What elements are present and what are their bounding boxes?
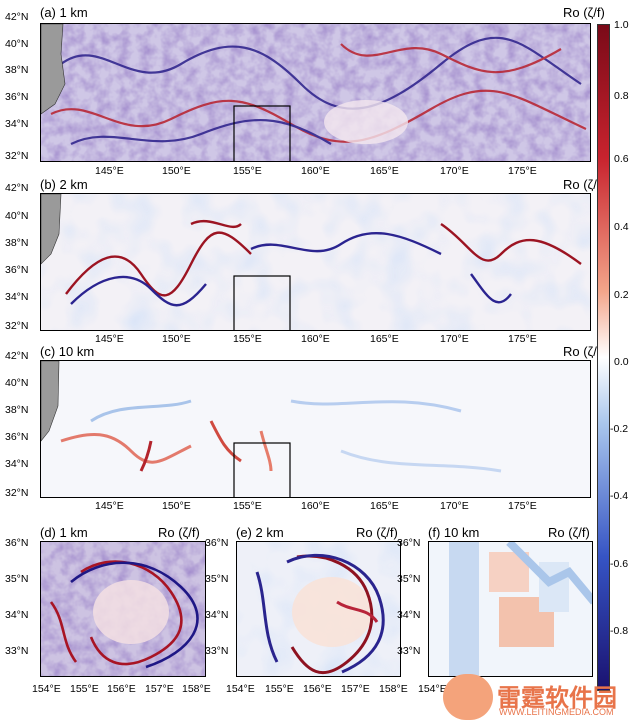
axis-tick-label: 35°N <box>397 573 421 585</box>
axis-tick-label: 154°E <box>32 683 61 695</box>
vorticity-field-1km <box>41 24 590 161</box>
axis-tick-label: 145°E <box>95 165 124 177</box>
panel-f-label: (f) 10 km <box>428 525 480 540</box>
axis-tick-label: 156°E <box>107 683 136 695</box>
axis-tick-label: 150°E <box>162 333 191 345</box>
axis-tick-label: 155°E <box>233 333 262 345</box>
axis-tick-label: 35°N <box>5 573 29 585</box>
vorticity-field-2km <box>41 194 590 330</box>
zoom-map-1km <box>40 541 206 677</box>
axis-tick-label: 35°N <box>205 573 229 585</box>
axis-tick-label: 40°N <box>5 38 29 50</box>
colorbar-tick: 0.0 <box>614 356 629 368</box>
panel-a-variable: Ro (ζ/f) <box>563 5 605 20</box>
panel-d-label: (d) 1 km <box>40 525 88 540</box>
axis-tick-label: 40°N <box>5 210 29 222</box>
axis-tick-label: 36°N <box>5 431 29 443</box>
panel-c-label: (c) 10 km <box>40 344 95 359</box>
axis-tick-label: 38°N <box>5 237 29 249</box>
axis-tick-label: 145°E <box>95 500 124 512</box>
axis-tick-label: 170°E <box>440 500 469 512</box>
axis-tick-label: 154°E <box>418 683 447 695</box>
axis-tick-label: 34°N <box>205 609 229 621</box>
axis-tick-label: 32°N <box>5 487 29 499</box>
axis-tick-label: 36°N <box>5 264 29 276</box>
colorbar-gradient <box>597 24 610 691</box>
axis-tick-label: 155°E <box>233 500 262 512</box>
vorticity-field-10km <box>41 361 590 497</box>
panel-b-label: (b) 2 km <box>40 177 88 192</box>
axis-tick-label: 154°E <box>226 683 255 695</box>
axis-tick-label: 145°E <box>95 333 124 345</box>
map-10km <box>40 360 591 498</box>
map-2km <box>40 193 591 331</box>
panel-d-variable: Ro (ζ/f) <box>158 525 200 540</box>
axis-tick-label: 165°E <box>370 333 399 345</box>
map-1km <box>40 23 591 162</box>
axis-tick-label: 157°E <box>341 683 370 695</box>
axis-tick-label: 34°N <box>397 609 421 621</box>
axis-tick-label: 160°E <box>301 500 330 512</box>
axis-tick-label: 158°E <box>379 683 408 695</box>
axis-tick-label: 175°E <box>508 165 537 177</box>
axis-tick-label: 158°E <box>182 683 211 695</box>
axis-tick-label: 155°E <box>233 165 262 177</box>
axis-tick-label: 33°N <box>205 645 229 657</box>
colorbar-tick: -0.2 <box>610 423 629 435</box>
axis-tick-label: 33°N <box>397 645 421 657</box>
watermark-logo-icon <box>443 674 493 720</box>
axis-tick-label: 36°N <box>5 91 29 103</box>
axis-tick-label: 150°E <box>162 165 191 177</box>
axis-tick-label: 34°N <box>5 291 29 303</box>
axis-tick-label: 36°N <box>397 537 421 549</box>
axis-tick-label: 170°E <box>440 333 469 345</box>
axis-tick-label: 157°E <box>145 683 174 695</box>
axis-tick-label: 156°E <box>303 683 332 695</box>
axis-tick-label: 155°E <box>265 683 294 695</box>
axis-tick-label: 42°N <box>5 182 29 194</box>
axis-tick-label: 150°E <box>162 500 191 512</box>
colorbar-tick: 0.2 <box>614 289 629 301</box>
axis-tick-label: 36°N <box>5 537 29 549</box>
axis-tick-label: 160°E <box>301 165 330 177</box>
colorbar-tick: -0.8 <box>610 625 629 637</box>
axis-tick-label: 32°N <box>5 320 29 332</box>
axis-tick-label: 175°E <box>508 500 537 512</box>
axis-tick-label: 38°N <box>5 64 29 76</box>
colorbar-tick: 0.4 <box>614 221 629 233</box>
panel-a-label: (a) 1 km <box>40 5 88 20</box>
axis-tick-label: 170°E <box>440 165 469 177</box>
axis-tick-label: 165°E <box>370 165 399 177</box>
axis-tick-label: 32°N <box>5 150 29 162</box>
axis-tick-label: 40°N <box>5 377 29 389</box>
axis-tick-label: 175°E <box>508 333 537 345</box>
zoom-map-2km <box>236 541 401 677</box>
colorbar-tick: -0.4 <box>610 490 629 502</box>
axis-tick-label: 34°N <box>5 609 29 621</box>
zoom-map-10km <box>428 541 593 677</box>
panel-e-label: (e) 2 km <box>236 525 284 540</box>
axis-tick-label: 34°N <box>5 458 29 470</box>
axis-tick-label: 42°N <box>5 350 29 362</box>
axis-tick-label: 155°E <box>70 683 99 695</box>
colorbar-tick: 0.8 <box>614 90 629 102</box>
axis-tick-label: 165°E <box>370 500 399 512</box>
colorbar-tick: 0.6 <box>614 153 629 165</box>
watermark-name: 雷霆软件园 <box>497 684 617 712</box>
panel-b-variable: Ro (ζ/f) <box>563 177 605 192</box>
panel-e-variable: Ro (ζ/f) <box>356 525 398 540</box>
colorbar-tick: -0.6 <box>610 558 629 570</box>
axis-tick-label: 33°N <box>5 645 29 657</box>
watermark-url: WWW.LEITINGMEDIA.COM <box>499 707 614 717</box>
axis-tick-label: 34°N <box>5 118 29 130</box>
panel-c-variable: Ro (ζ/f) <box>563 344 605 359</box>
axis-tick-label: 160°E <box>301 333 330 345</box>
colorbar-tick: 1.0 <box>614 19 629 31</box>
axis-tick-label: 42°N <box>5 11 29 23</box>
axis-tick-label: 36°N <box>205 537 229 549</box>
panel-f-variable: Ro (ζ/f) <box>548 525 590 540</box>
axis-tick-label: 38°N <box>5 404 29 416</box>
